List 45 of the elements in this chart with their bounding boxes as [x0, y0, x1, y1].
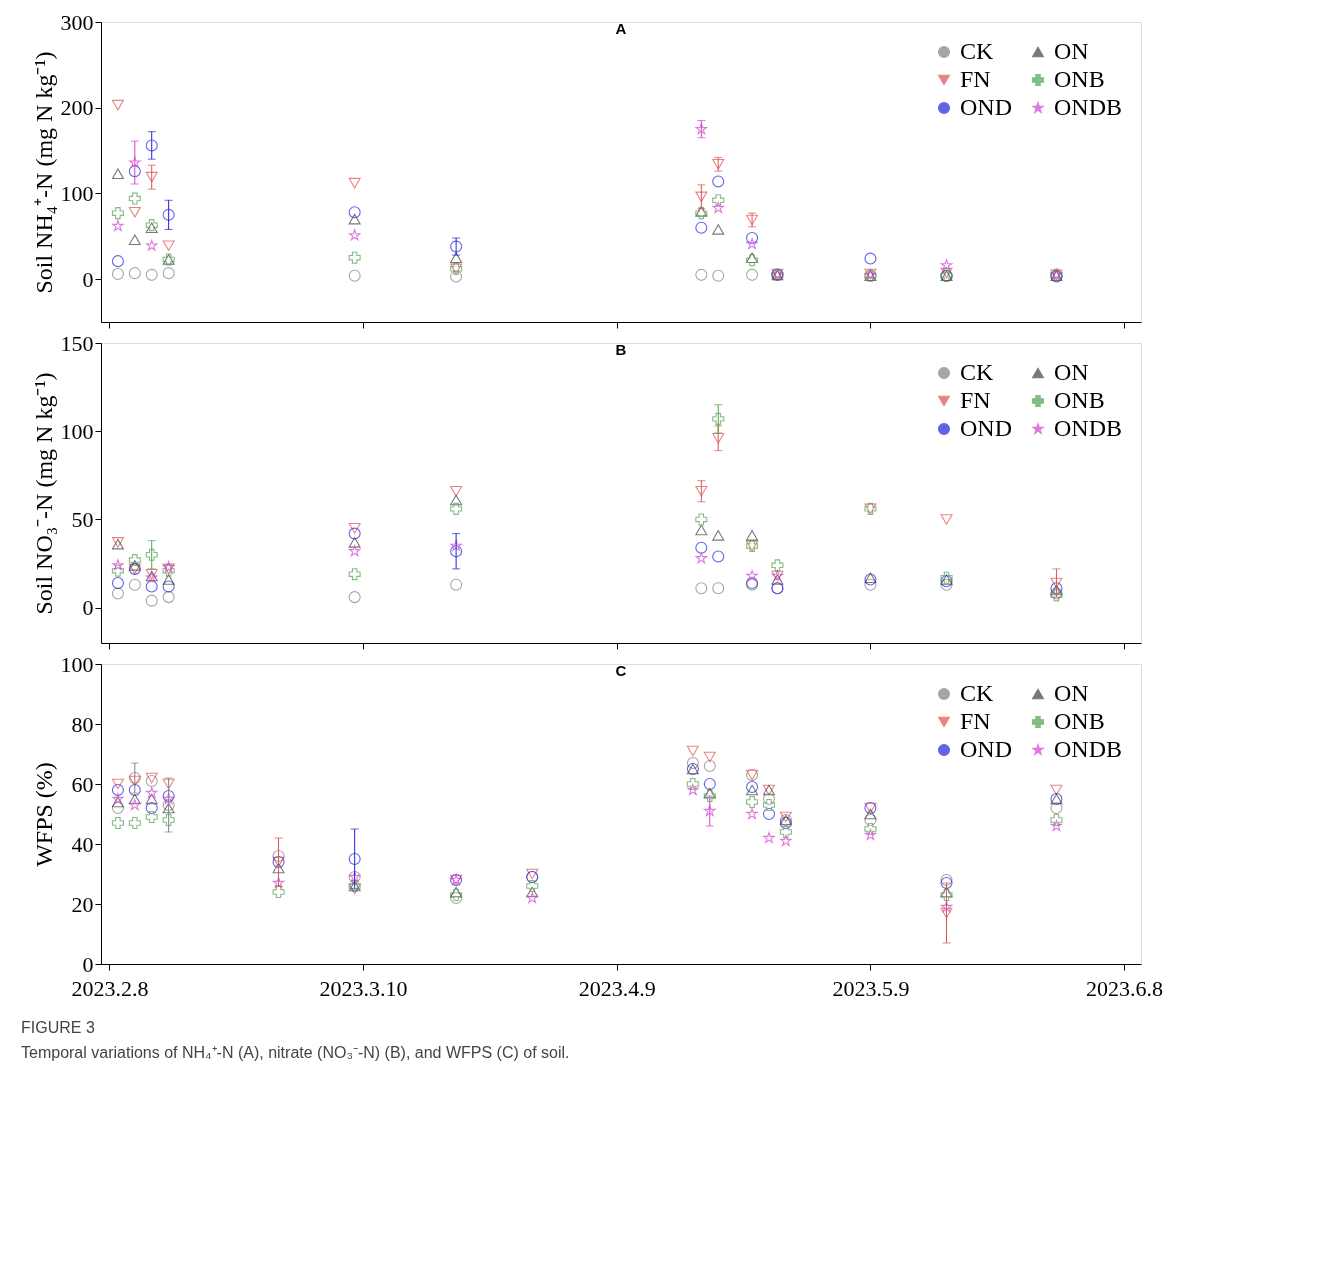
legend-label: ONB: [1054, 66, 1105, 92]
chart-title: B: [615, 341, 627, 358]
y-tick-label: 20: [71, 891, 94, 917]
legend-label: ON: [1054, 680, 1089, 706]
y-tick-label: 300: [60, 9, 94, 35]
legend-label: ONB: [1054, 708, 1105, 734]
legend-label: ONB: [1054, 387, 1105, 413]
legend-label: OND: [960, 94, 1012, 120]
y-tick-label: 0: [82, 266, 94, 292]
legend-label: ON: [1054, 359, 1089, 385]
y-tick-label: 0: [82, 595, 94, 621]
legend-label: ONDB: [1054, 415, 1123, 441]
legend-label: CK: [960, 680, 995, 706]
legend-label: CK: [960, 38, 995, 64]
y-tick-label: 50: [71, 506, 94, 532]
legend-label: ON: [1054, 38, 1089, 64]
y-tick-label: 40: [71, 831, 94, 857]
y-tick-label: 60: [71, 771, 94, 797]
chart-title: A: [615, 20, 627, 37]
y-axis-title: Soil NO₃⁻-N (mg N kg⁻¹): [30, 372, 57, 615]
x-tick-label: 2023.5.9: [832, 975, 910, 1001]
y-tick-label: 100: [60, 180, 94, 206]
y-axis-title: Soil NH₄⁺-N (mg N kg⁻¹): [30, 51, 57, 294]
y-axis-title: WFPS (%): [30, 762, 57, 867]
y-tick-label: 80: [71, 711, 94, 737]
legend-label: FN: [960, 708, 991, 734]
x-tick-label: 2023.6.8: [1086, 975, 1164, 1001]
y-tick-label: 150: [60, 330, 94, 356]
legend-label: CK: [960, 359, 995, 385]
legend-label: FN: [960, 387, 991, 413]
text: Temporal variations of NH₄⁺-N (A), nitrate (NO₃⁻-N) (B), and WFPS (C) of soil.: [21, 1043, 570, 1061]
legend-label: OND: [960, 415, 1012, 441]
chart-title: C: [615, 662, 627, 679]
y-tick-label: 100: [60, 418, 94, 444]
y-tick-label: 100: [60, 651, 94, 677]
y-tick-label: 200: [60, 95, 94, 121]
legend-label: ONDB: [1054, 736, 1123, 762]
x-tick-label: 2023.2.8: [71, 975, 149, 1001]
x-tick-label: 2023.4.9: [578, 975, 656, 1001]
legend-label: FN: [960, 66, 991, 92]
caption: FIGURE 3: [21, 1018, 95, 1036]
y-tick-label: 0: [82, 951, 94, 977]
legend-label: OND: [960, 736, 1012, 762]
legend-label: ONDB: [1054, 94, 1123, 120]
x-tick-label: 2023.3.10: [319, 975, 408, 1001]
